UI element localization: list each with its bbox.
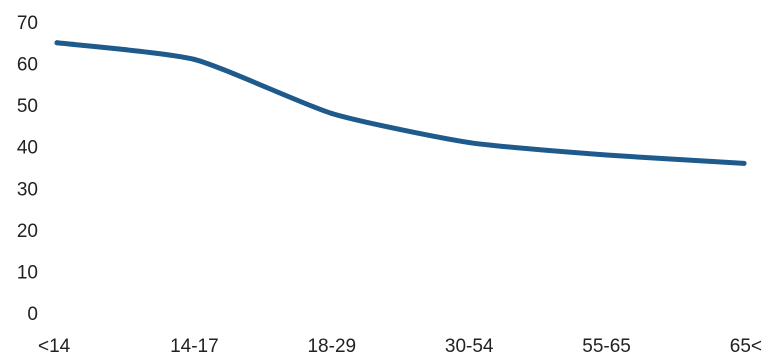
x-axis: <14 14-17 18-29 30-54 55-65 65< [38, 336, 762, 356]
y-tick-label: 50 [17, 96, 38, 117]
series-line [54, 40, 747, 166]
data-point [466, 140, 472, 146]
data-point [741, 160, 747, 166]
y-tick-label: 30 [17, 179, 38, 200]
series-layer [54, 40, 747, 166]
data-point [191, 56, 197, 62]
y-tick-label: 40 [17, 138, 38, 159]
x-tick-label: 65< [730, 336, 762, 356]
y-tick-label: 10 [17, 262, 38, 283]
x-tick-label: 18-29 [307, 336, 356, 356]
x-tick-label: <14 [38, 336, 71, 356]
x-tick-label: 30-54 [445, 336, 494, 356]
y-axis: 0 10 20 30 40 50 60 70 [17, 13, 38, 325]
y-tick-label: 60 [17, 55, 38, 76]
data-point [54, 40, 60, 46]
y-tick-label: 20 [17, 221, 38, 242]
data-point [329, 110, 335, 116]
y-tick-label: 70 [17, 13, 38, 34]
x-tick-label: 14-17 [170, 336, 219, 356]
y-tick-label: 0 [27, 304, 38, 325]
data-point [604, 152, 610, 158]
x-tick-label: 55-65 [582, 336, 631, 356]
